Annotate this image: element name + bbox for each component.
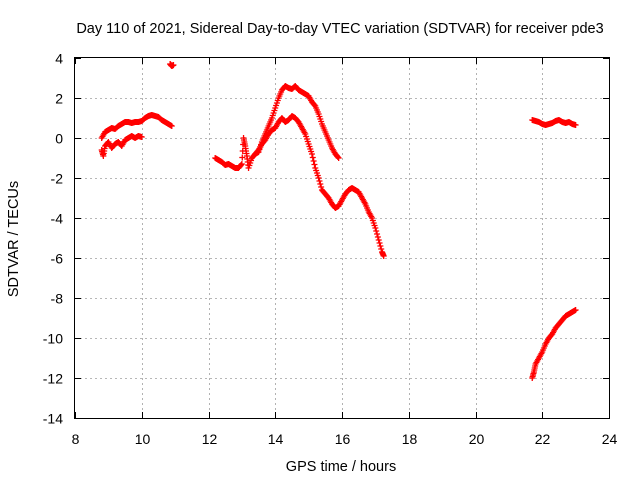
series-track-a-upper [98, 112, 175, 141]
data-point [311, 161, 318, 168]
series-track-c [252, 83, 342, 161]
y-tick-label: 2 [55, 91, 63, 107]
x-tick-label: 10 [135, 431, 151, 447]
data-point [572, 122, 579, 128]
y-tick-label: 0 [55, 131, 63, 147]
series-track-a-lower [98, 133, 145, 159]
y-axis-title: SDTVAR / TECUs [6, 181, 22, 297]
data-point [318, 184, 325, 190]
y-tick-labels: 4 2 0 -2 -4 -6 -8 -10 -12 -14 [43, 51, 63, 427]
y-tick-label: -14 [43, 411, 63, 427]
axis-ticks [75, 58, 610, 419]
data-point [239, 154, 246, 161]
series-track-e [529, 307, 579, 381]
data-point [378, 246, 385, 252]
data-markers [98, 61, 579, 381]
data-point [309, 154, 316, 161]
data-point [372, 225, 379, 231]
data-point [334, 154, 341, 160]
data-point [238, 161, 245, 167]
y-tick-label: -4 [51, 211, 64, 227]
chart-title: Day 110 of 2021, Sidereal Day-to-day VTE… [76, 21, 603, 37]
y-tick-label: 4 [55, 51, 63, 67]
x-tick-label: 12 [202, 431, 218, 447]
y-tick-label: -10 [43, 331, 63, 347]
series-track-a-isolated [167, 61, 177, 69]
data-point [170, 62, 177, 68]
data-point [376, 240, 383, 246]
data-point [374, 234, 381, 240]
data-point [335, 155, 342, 161]
data-point [373, 228, 380, 234]
data-point [238, 162, 245, 168]
data-point [315, 175, 322, 181]
x-tick-label: 22 [535, 431, 551, 447]
data-point [572, 307, 579, 313]
x-tick-label: 8 [72, 431, 80, 447]
data-point [375, 237, 382, 243]
grid-lines [75, 58, 609, 418]
data-point [380, 253, 387, 259]
data-point [308, 151, 315, 157]
y-tick-label: -2 [51, 171, 64, 187]
data-point [138, 134, 145, 140]
x-tick-label: 16 [335, 431, 351, 447]
data-point [168, 123, 175, 129]
y-tick-label: -6 [51, 251, 64, 267]
x-tick-label: 14 [268, 431, 284, 447]
series-track-b [212, 113, 387, 259]
y-tick-label: -8 [51, 291, 64, 307]
data-point [316, 178, 323, 184]
data-point [374, 231, 381, 237]
x-tick-label: 20 [469, 431, 485, 447]
x-tick-label: 18 [402, 431, 418, 447]
y-tick-label: -12 [43, 371, 63, 387]
x-axis-title: GPS time / hours [286, 459, 396, 475]
series-track-d [529, 117, 579, 128]
x-tick-label: 24 [602, 431, 618, 447]
data-point [377, 243, 384, 249]
data-point [317, 181, 324, 187]
data-point [310, 158, 317, 164]
x-tick-labels: 8 10 12 14 16 18 20 22 24 [72, 431, 618, 447]
plot-frame [74, 57, 610, 419]
